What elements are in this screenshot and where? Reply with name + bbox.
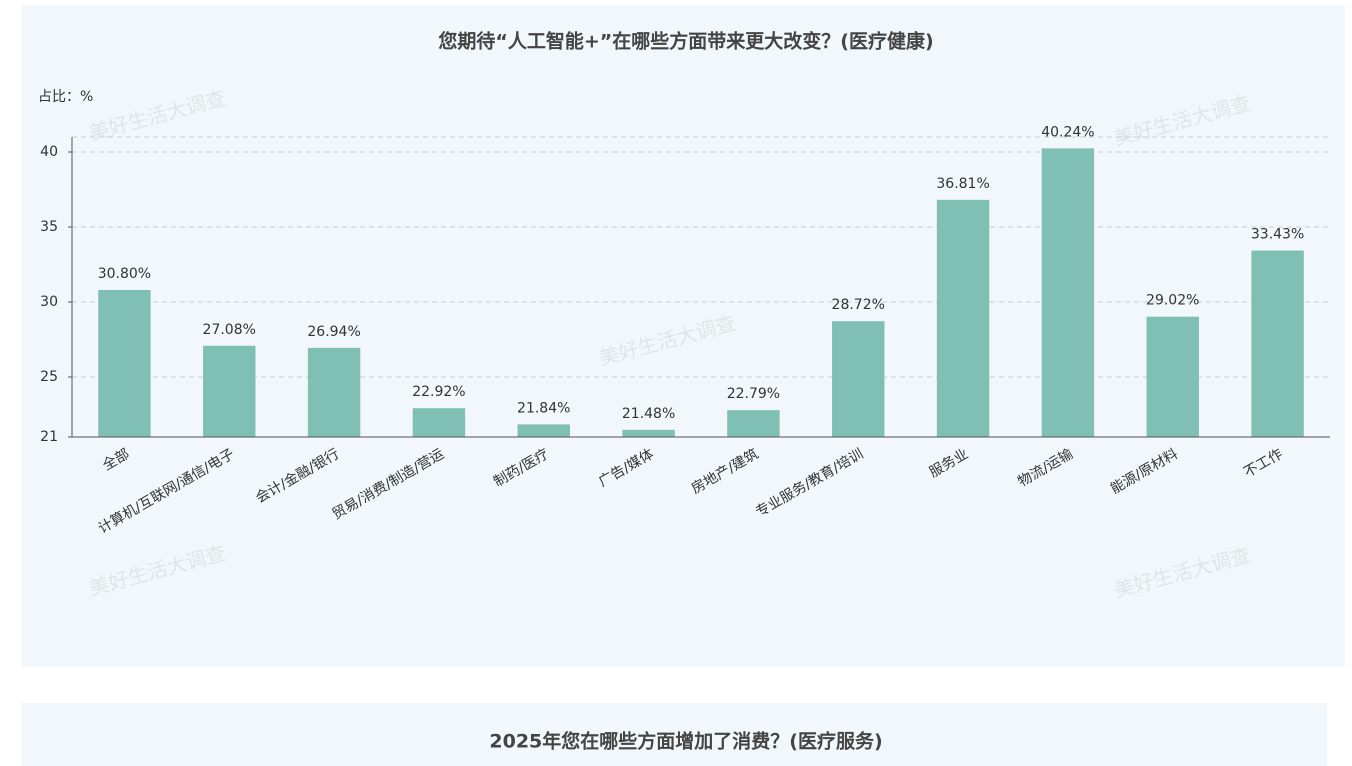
bar	[98, 290, 151, 437]
bar	[412, 408, 466, 437]
value-label: 22.79%	[727, 386, 780, 402]
bar	[622, 429, 675, 437]
value-label: 21.48%	[622, 406, 675, 422]
value-label: 22.92%	[412, 384, 465, 400]
value-label: 36.81%	[936, 176, 989, 192]
bar	[307, 347, 361, 437]
chart-title: 2025年您在哪些方面增加了消费？(医疗服务)	[489, 730, 882, 753]
value-label: 27.08%	[203, 322, 256, 338]
y-tick-label: 35	[40, 219, 58, 235]
bar	[832, 321, 885, 437]
value-label: 40.24%	[1041, 124, 1094, 140]
value-label: 29.02%	[1146, 293, 1199, 309]
bar	[1041, 148, 1095, 437]
y-tick-label: 30	[40, 294, 58, 310]
value-label: 21.84%	[517, 400, 570, 416]
bar	[727, 410, 780, 437]
value-label: 26.94%	[307, 324, 360, 340]
chart-panel	[22, 5, 1345, 667]
y-tick-label: 40	[40, 144, 58, 160]
value-label: 28.72%	[832, 297, 885, 313]
chart-title: 您期待“人工智能+”在哪些方面带来更大改变？(医疗健康)	[438, 30, 933, 53]
value-label: 33.43%	[1251, 227, 1304, 243]
bar	[936, 199, 990, 437]
bar	[1251, 250, 1304, 437]
bar	[1146, 316, 1199, 437]
y-tick-label: 21	[40, 429, 58, 445]
y-tick-label: 25	[40, 369, 58, 385]
chart-panel	[22, 703, 1327, 766]
y-axis-label: 占比：%	[38, 89, 93, 105]
bar	[203, 345, 256, 437]
value-label: 30.80%	[98, 266, 151, 282]
bar	[517, 424, 570, 437]
